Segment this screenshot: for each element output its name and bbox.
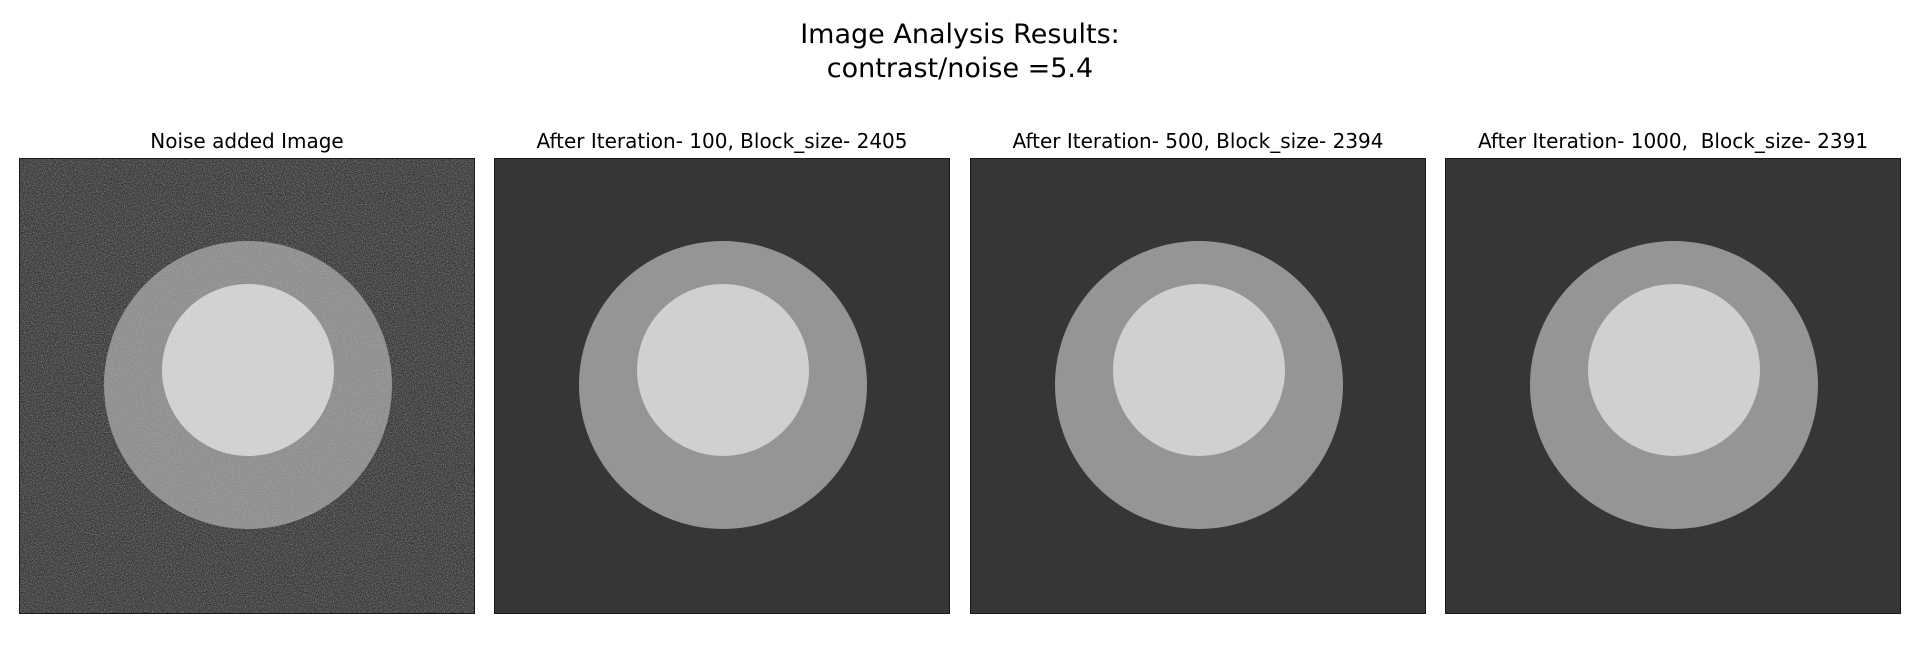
- figure-title-line1: Image Analysis Results:: [800, 19, 1120, 50]
- panel-title-noise-added: Noise added Image: [150, 129, 344, 153]
- image-panel-iteration-100: [494, 158, 950, 614]
- figure-title-line2: contrast/noise =5.4: [826, 53, 1094, 84]
- panel-title-iteration-100: After Iteration- 100, Block_size- 2405: [536, 129, 908, 153]
- phantom-image: [495, 159, 949, 613]
- noise-texture: [495, 159, 949, 613]
- noise-texture: [971, 159, 1425, 613]
- phantom-image: [20, 159, 474, 613]
- noise-texture: [20, 159, 474, 613]
- panel-title-iteration-1000: After Iteration- 1000, Block_size- 2391: [1477, 129, 1869, 153]
- image-panel-iteration-1000: [1445, 158, 1901, 614]
- phantom-image: [971, 159, 1425, 613]
- image-panel-iteration-500: [970, 158, 1426, 614]
- figure-title: Image Analysis Results: contrast/noise =…: [0, 18, 1920, 86]
- noise-texture: [1446, 159, 1900, 613]
- image-panel-noise-added: [19, 158, 475, 614]
- phantom-image: [1446, 159, 1900, 613]
- panel-title-iteration-500: After Iteration- 500, Block_size- 2394: [1012, 129, 1384, 153]
